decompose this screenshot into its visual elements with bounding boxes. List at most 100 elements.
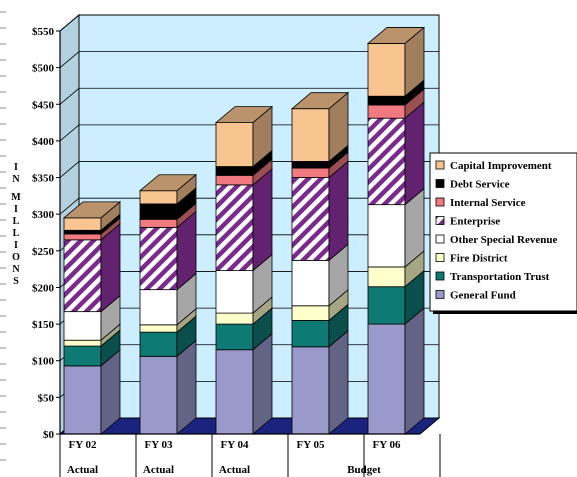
category-labels: FY 02 FY 03 FY 04 FY 05 FY 06 Actual Actual Act… bbox=[59, 434, 441, 477]
legend-label: Enterprise bbox=[450, 216, 500, 228]
bar-top bbox=[138, 174, 198, 192]
y-axis-label-letter: M bbox=[11, 192, 21, 203]
bar-front bbox=[63, 217, 102, 231]
bar-side bbox=[252, 332, 273, 435]
bar-segment bbox=[367, 101, 425, 206]
bar-front bbox=[139, 190, 178, 205]
bar-segment bbox=[139, 315, 197, 358]
y-tick-label: $50 bbox=[38, 392, 55, 404]
x-tick-label: FY 02 bbox=[68, 439, 97, 451]
legend-label: General Fund bbox=[450, 290, 516, 302]
bar-segment bbox=[63, 348, 121, 435]
bar-front bbox=[215, 349, 254, 435]
legend-swatch bbox=[435, 271, 445, 281]
bar-front bbox=[367, 43, 406, 97]
bar-side bbox=[328, 329, 349, 435]
bar-front bbox=[291, 259, 330, 307]
bar-front bbox=[139, 331, 178, 357]
legend-label: Fire District bbox=[450, 253, 508, 265]
y-axis-label-letter: N bbox=[12, 174, 20, 185]
bar-front bbox=[63, 365, 102, 435]
bar-stack-fy-02 bbox=[62, 200, 122, 435]
bar-segment bbox=[139, 272, 197, 326]
bar-front bbox=[139, 226, 178, 291]
bar-front bbox=[139, 355, 178, 435]
y-tick-label: $450 bbox=[32, 99, 55, 111]
x-group-label: Budget bbox=[347, 464, 381, 476]
bar-front bbox=[215, 122, 254, 167]
bar-segment bbox=[139, 173, 197, 205]
bar-front bbox=[291, 167, 330, 178]
gridline bbox=[59, 14, 439, 32]
bar-segment bbox=[291, 243, 349, 307]
y-tick-label: $100 bbox=[32, 356, 55, 368]
bar-segment bbox=[291, 288, 349, 322]
x-tick-label: FY 06 bbox=[372, 439, 401, 451]
bar-segment bbox=[291, 91, 349, 163]
y-tick-label: $300 bbox=[32, 209, 55, 221]
bar-segment bbox=[367, 187, 425, 268]
bar-front bbox=[367, 323, 406, 435]
bar-segment bbox=[367, 307, 425, 435]
bar-top bbox=[214, 106, 274, 123]
bar-front bbox=[215, 174, 254, 186]
bar-segment bbox=[367, 269, 425, 325]
y-tick-label: $350 bbox=[32, 173, 55, 185]
legend-swatch bbox=[435, 216, 445, 225]
x-tick-label: FY 03 bbox=[144, 439, 173, 451]
y-axis-label-letter: I bbox=[14, 204, 18, 215]
bar-front bbox=[63, 345, 102, 367]
y-tick-label: $250 bbox=[32, 246, 55, 258]
bar-front bbox=[215, 166, 254, 176]
bar-segment bbox=[139, 339, 197, 435]
legend-swatch bbox=[435, 160, 445, 170]
bar-side bbox=[404, 307, 425, 435]
x-tick-label: FY 05 bbox=[296, 439, 325, 451]
bar-front bbox=[63, 311, 102, 341]
y-axis-label-letter: O bbox=[12, 252, 20, 263]
y-axis-label-letter: I bbox=[14, 240, 18, 251]
bar-front bbox=[139, 289, 178, 326]
gridline bbox=[59, 51, 439, 68]
bar-front bbox=[367, 104, 406, 119]
bar-segment bbox=[139, 187, 197, 221]
axes bbox=[59, 31, 420, 435]
bar-front bbox=[215, 184, 254, 272]
bar-front bbox=[63, 229, 102, 235]
bar-stack-fy-05 bbox=[290, 91, 350, 435]
bar-front bbox=[291, 161, 330, 169]
legend[interactable]: Capital Improvement Debt Service Internal … bbox=[429, 152, 577, 314]
legend-swatch bbox=[435, 290, 445, 299]
bar-front bbox=[215, 312, 254, 325]
x-group-label: Actual bbox=[67, 464, 98, 476]
y-tick-label: $400 bbox=[32, 136, 55, 148]
legend-label: Internal Service bbox=[450, 197, 526, 209]
bar-front bbox=[291, 320, 330, 348]
y-tick-label: $550 bbox=[32, 26, 55, 38]
y-tick-label: $500 bbox=[32, 63, 55, 75]
bar-segment bbox=[63, 294, 121, 342]
bar-stack-fy-04 bbox=[214, 105, 274, 435]
legend-label: Transportation Trust bbox=[450, 271, 550, 283]
bar-front bbox=[367, 204, 406, 268]
bar-front bbox=[215, 323, 254, 351]
bar-front bbox=[367, 286, 406, 325]
bar-front bbox=[63, 339, 102, 347]
bar-segment bbox=[291, 160, 349, 262]
y-tick-label: $150 bbox=[32, 319, 55, 331]
gridline bbox=[59, 87, 439, 105]
bar-stack-fy-03 bbox=[138, 173, 198, 435]
bar-side bbox=[252, 168, 273, 272]
bar-front bbox=[63, 239, 102, 313]
bar-front bbox=[291, 305, 330, 321]
bar-segment bbox=[291, 303, 349, 348]
bar-front bbox=[215, 270, 254, 314]
x-tick-label: FY 04 bbox=[220, 439, 249, 451]
bar-side bbox=[404, 101, 425, 206]
bar-segment bbox=[367, 26, 425, 98]
bar-front bbox=[139, 218, 178, 228]
bar-front bbox=[367, 266, 406, 288]
legend-box bbox=[429, 152, 577, 312]
bar-front bbox=[63, 233, 102, 241]
